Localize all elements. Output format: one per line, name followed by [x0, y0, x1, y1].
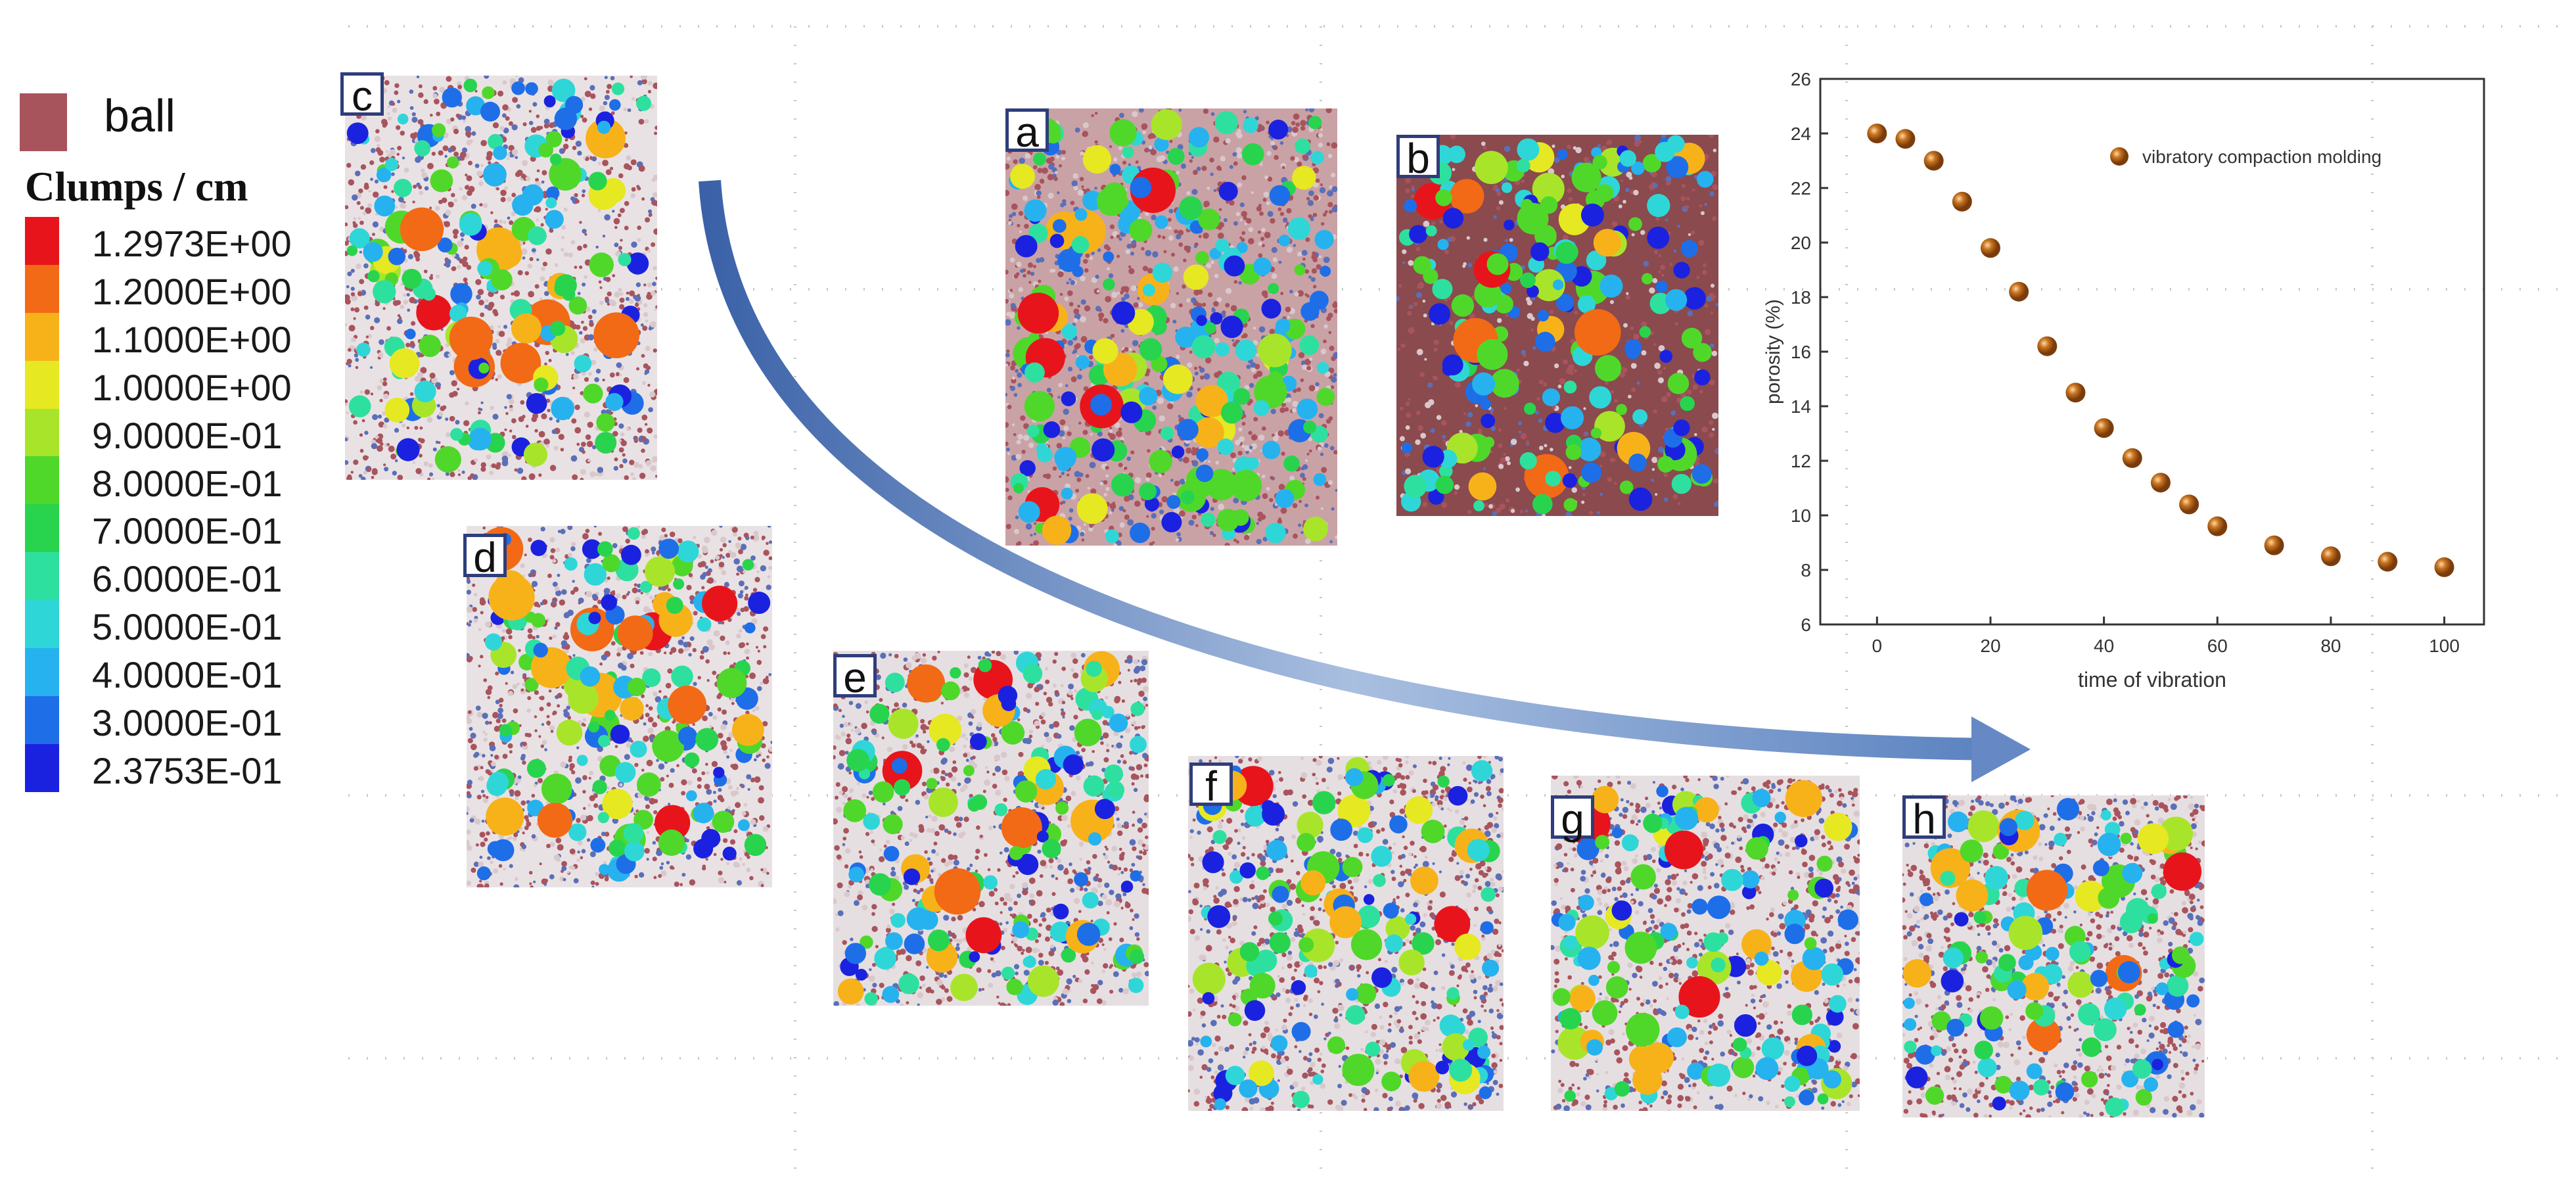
colorbar-segment: [25, 600, 59, 649]
x-axis-label: time of vibration: [2078, 668, 2226, 692]
y-tick-label: 6: [1801, 615, 1811, 635]
colorbar: [25, 217, 59, 792]
colorbar-segment: [25, 504, 59, 553]
ball-swatch: [20, 93, 67, 151]
x-tick-label: 40: [2094, 636, 2114, 656]
data-point: [2150, 473, 2171, 493]
panel-label-f: f: [1189, 763, 1233, 807]
panel-label-c: c: [340, 72, 384, 117]
x-tick-label: 20: [1980, 636, 2000, 656]
data-point: [1923, 151, 1944, 171]
y-tick-label: 20: [1791, 233, 1811, 253]
colorbar-tick-label: 5.0000E-01: [92, 606, 283, 648]
panel-label-g: g: [1551, 795, 1594, 840]
colorbar-segment: [25, 743, 59, 792]
panel-e-image: [833, 651, 1149, 1006]
colorbar-tick-label: 1.0000E+00: [92, 366, 292, 408]
colorbar-tick-label: 6.0000E-01: [92, 558, 283, 600]
panel-g-image: [1551, 776, 1860, 1111]
panel-a-image: [1005, 108, 1337, 546]
colorbar-tick-label: 7.0000E-01: [92, 510, 283, 552]
y-tick-label: 24: [1791, 124, 1811, 144]
y-tick-label: 12: [1791, 451, 1811, 471]
y-tick-label: 26: [1791, 69, 1811, 89]
data-point: [2434, 557, 2454, 577]
legend-label: vibratory compaction molding: [2142, 147, 2381, 167]
data-point: [2094, 418, 2114, 438]
colorbar-segment: [25, 456, 59, 505]
data-point: [1895, 129, 1916, 149]
y-tick-label: 14: [1791, 396, 1811, 417]
panel-label-h: h: [1902, 795, 1946, 840]
panel-label-a: a: [1005, 108, 1049, 153]
x-tick-label: 0: [1872, 636, 1883, 656]
ball-label: ball: [104, 90, 175, 141]
colorbar-segment: [25, 695, 59, 744]
colorbar-tick-label: 1.1000E+00: [92, 318, 292, 360]
x-tick-label: 60: [2207, 636, 2228, 656]
porosity-chart-svg: 6 8 10 12 14 16 18 20 22 24 26 0 20 40 60 80 100 time of …: [1762, 69, 2485, 692]
colorbar-segment: [25, 648, 59, 696]
data-point: [1952, 191, 1972, 212]
data-point: [2320, 546, 2341, 567]
colorbar-tick-label: 3.0000E-01: [92, 702, 283, 743]
data-point: [2264, 535, 2284, 555]
colorbar-segment: [25, 217, 59, 265]
y-tick-label: 18: [1791, 287, 1811, 308]
data-point: [2122, 448, 2142, 468]
porosity-chart: 6 8 10 12 14 16 18 20 22 24 26 0 20 40 60 80 100 time of …: [1755, 59, 2530, 716]
data-point: [2179, 494, 2199, 515]
data-point: [2378, 552, 2398, 572]
data-point: [2065, 383, 2086, 403]
colorbar-tick-label: 4.0000E-01: [92, 654, 283, 696]
panel-f-image: [1188, 756, 1504, 1111]
x-tick-label: 100: [2429, 636, 2460, 656]
y-tick-label: 22: [1791, 178, 1811, 199]
colorbar-tick-label: 9.0000E-01: [92, 414, 283, 456]
y-tick-label: 16: [1791, 342, 1811, 362]
legend-marker: [2110, 147, 2128, 166]
colorbar-segment: [25, 360, 59, 409]
panel-label-e: e: [833, 654, 877, 699]
x-tick-label: 80: [2320, 636, 2341, 656]
colorbar-segment: [25, 408, 59, 457]
colorbar-tick-label: 1.2973E+00: [92, 223, 292, 264]
panel-label-d: d: [463, 534, 507, 578]
colorbar-segment: [25, 552, 59, 601]
data-point: [2207, 516, 2228, 536]
y-axis-label: porosity (%): [1762, 299, 1784, 404]
colorbar-tick-label: 2.3753E-01: [92, 749, 283, 791]
panel-h-image: [1902, 795, 2205, 1117]
data-point: [1867, 124, 1887, 143]
colorbar-tick-label: 8.0000E-01: [92, 462, 283, 504]
panel-c-image: [345, 76, 657, 480]
panel-label-b: b: [1396, 135, 1440, 179]
colorbar-segment: [25, 264, 59, 313]
panel-b-image: [1396, 135, 1718, 516]
legend-title: Clumps / cm: [25, 164, 248, 210]
panel-d-image: [467, 526, 772, 887]
colorbar-tick-label: 1.2000E+00: [92, 270, 292, 312]
color-legend: ball Clumps / cm 1.2973E+00 1.2000E+00 1.1…: [20, 85, 329, 815]
data-point: [1980, 238, 2000, 258]
colorbar-segment: [25, 312, 59, 361]
data-point: [2037, 336, 2058, 356]
y-tick-label: 8: [1801, 560, 1811, 580]
data-point: [2009, 281, 2029, 302]
y-tick-label: 10: [1791, 505, 1811, 526]
